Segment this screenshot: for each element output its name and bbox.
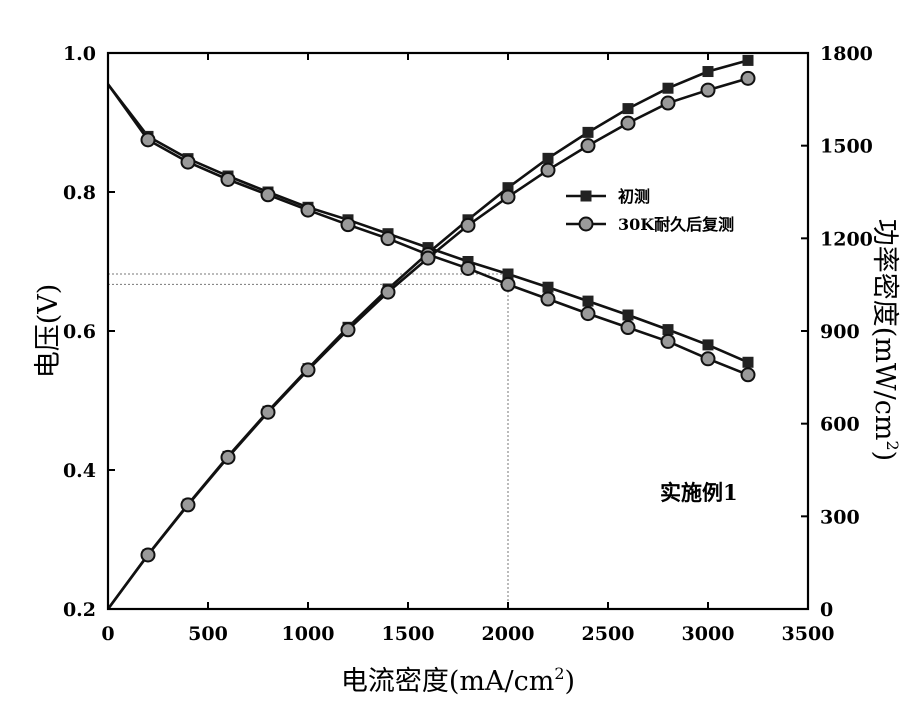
- y-right-tick-label: 1500: [820, 136, 873, 158]
- retest-voltage-point: [700, 351, 716, 367]
- retest-power-point: [140, 547, 156, 563]
- retest-power-point: [420, 250, 436, 266]
- retest-voltage-point: [580, 306, 596, 322]
- initial-power-point: [582, 126, 594, 138]
- initial-voltage-point: [622, 309, 634, 321]
- series-layer: [106, 54, 756, 610]
- retest-power-point: [620, 115, 636, 131]
- initial-voltage-point: [582, 295, 594, 307]
- retest-voltage-point: [460, 260, 476, 276]
- initial-power-point: [742, 54, 754, 66]
- y-left-tick-label: 0.6: [63, 321, 96, 343]
- legend-marker-initial: [580, 190, 592, 202]
- x-tick-label: 1500: [382, 623, 435, 645]
- retest-power-point: [180, 497, 196, 513]
- retest-power-point: [500, 189, 516, 205]
- x-tick-label: 2000: [482, 623, 535, 645]
- initial-power-point: [662, 82, 674, 94]
- x-tick-label: 3500: [782, 623, 835, 645]
- y-right-tick-label: 1200: [820, 228, 873, 250]
- retest-power-line: [106, 77, 749, 610]
- retest-voltage-point: [300, 202, 316, 218]
- y-right-tick-label: 1800: [820, 43, 873, 65]
- retest-voltage-point: [340, 217, 356, 233]
- legend-label-retest: 30K耐久后复测: [618, 215, 734, 234]
- x-tick-label: 500: [188, 623, 228, 645]
- initial-power-point: [622, 103, 634, 115]
- retest-power-point: [700, 82, 716, 98]
- y-right-tick-label: 900: [820, 321, 860, 343]
- y-left-tick-label: 0.4: [63, 460, 96, 482]
- initial-voltage-point: [502, 268, 514, 280]
- retest-power-point: [340, 322, 356, 338]
- reference-lines: [108, 273, 509, 609]
- retest-voltage-point: [220, 171, 236, 187]
- y-right-axis-title: 功率密度(mW/cm2): [869, 219, 902, 461]
- legend-label-initial: 初测: [618, 187, 650, 206]
- retest-voltage-point: [740, 367, 756, 383]
- x-tick-label: 0: [101, 623, 114, 645]
- retest-voltage-point: [660, 333, 676, 349]
- y-left-axis-title: 电压(V): [33, 284, 64, 379]
- x-tick-label: 3000: [682, 623, 735, 645]
- x-tick-label: 1000: [282, 623, 335, 645]
- retest-voltage-point: [540, 291, 556, 307]
- initial-voltage-point: [542, 281, 554, 293]
- retest-voltage-point: [140, 132, 156, 148]
- retest-voltage-point: [260, 187, 276, 203]
- retest-power-point: [540, 162, 556, 178]
- retest-power-point: [660, 95, 676, 111]
- annotation-example-1: 实施例1: [660, 480, 738, 505]
- y-left-tick-label: 0.8: [63, 182, 96, 204]
- retest-voltage-point: [620, 320, 636, 336]
- retest-power-point: [580, 138, 596, 154]
- y-right-tick-label: 0: [820, 599, 833, 621]
- legend: 初测 30K耐久后复测: [566, 187, 734, 234]
- y-right-tick-label: 600: [820, 414, 860, 436]
- y-left-tick-label: 1.0: [63, 43, 96, 65]
- x-axis-title: 电流密度(mA/cm2): [341, 664, 575, 697]
- y-right-tick-label: 300: [820, 506, 860, 528]
- initial-power-point: [502, 182, 514, 194]
- retest-power-point: [740, 70, 756, 86]
- retest-power-point: [460, 217, 476, 233]
- axis-ticks: 0 500 1000 1500 2000 2500 3000 35000.20.40.60.8…: [63, 43, 873, 645]
- retest-power-point: [380, 284, 396, 300]
- plot-frame: [106, 51, 810, 611]
- legend-marker-retest: [578, 216, 594, 232]
- initial-voltage-point: [662, 324, 674, 336]
- initial-voltage-point: [742, 356, 754, 368]
- retest-voltage-point: [500, 276, 516, 292]
- retest-power-point: [220, 449, 236, 465]
- initial-power-point: [542, 152, 554, 164]
- x-tick-label: 2500: [582, 623, 635, 645]
- initial-power-point: [702, 66, 714, 78]
- retest-voltage-point: [180, 154, 196, 170]
- initial-voltage-point: [702, 339, 714, 351]
- retest-power-point: [300, 362, 316, 378]
- y-left-tick-label: 0.2: [63, 599, 96, 621]
- retest-voltage-point: [380, 231, 396, 247]
- retest-power-point: [260, 404, 276, 420]
